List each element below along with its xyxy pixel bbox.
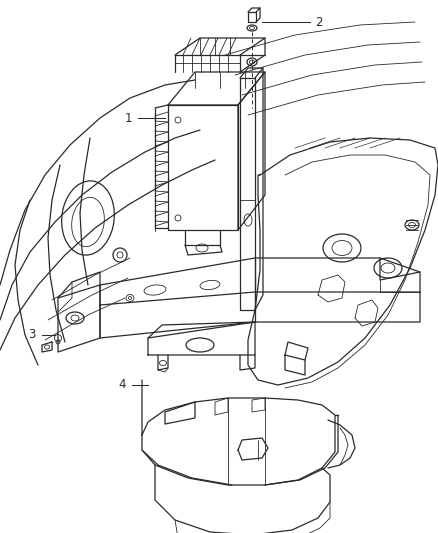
Text: 1: 1 [124,111,132,125]
Text: 4: 4 [119,378,126,392]
Text: 2: 2 [315,15,322,28]
Text: 3: 3 [28,328,36,342]
